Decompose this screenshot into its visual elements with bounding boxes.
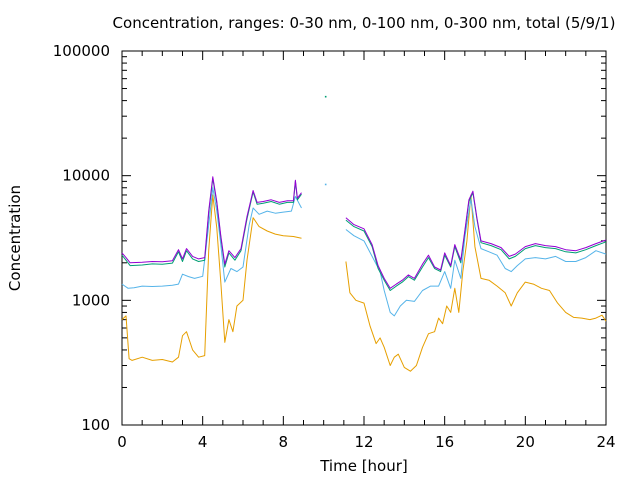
x-axis: 0 4 8 12 16 20 24: [117, 51, 616, 451]
isolated-point: [324, 95, 327, 98]
x-tick-label: 24: [596, 433, 615, 451]
series-0-line: [121, 194, 302, 363]
y-tick-label: 100000: [53, 42, 110, 60]
y-axis: 100 1000 10000 100000: [53, 42, 606, 434]
series-layer: [121, 95, 607, 372]
y-tick-label: 100: [81, 416, 110, 434]
series-2-line: [345, 192, 607, 291]
isolated-point: [324, 183, 327, 186]
x-tick-label: 4: [198, 433, 208, 451]
plot-area-border: [121, 50, 607, 426]
series-3-line: [121, 176, 302, 265]
series-3-line: [345, 190, 607, 289]
series-1-line: [121, 187, 302, 289]
y-tick-label: 10000: [62, 167, 110, 185]
series-1-line: [345, 198, 607, 317]
x-axis-label: Time [hour]: [319, 457, 408, 475]
x-tick-label: 16: [435, 433, 454, 451]
x-tick-label: 8: [279, 433, 289, 451]
y-axis-label: Concentration: [6, 185, 24, 291]
x-tick-label: 0: [117, 433, 127, 451]
x-tick-label: 12: [354, 433, 373, 451]
series-0-line: [345, 194, 607, 372]
chart-title: Concentration, ranges: 0-30 nm, 0-100 nm…: [113, 14, 616, 32]
y-tick-label: 1000: [72, 291, 110, 309]
series-2-line: [121, 177, 302, 268]
x-tick-label: 20: [516, 433, 535, 451]
